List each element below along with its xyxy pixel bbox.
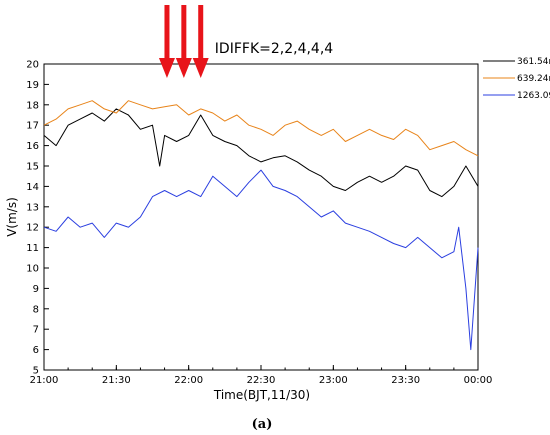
legend-label-3: 1263.09m: [517, 91, 550, 101]
y-tick-label: 17: [26, 121, 39, 132]
y-axis-label: V(m/s): [5, 197, 19, 237]
x-tick-label: 22:00: [174, 375, 203, 386]
y-tick-label: 9: [33, 284, 39, 295]
x-tick-label: 21:30: [102, 375, 131, 386]
chart-title: IDIFFK=2,2,4,4,4: [215, 41, 333, 57]
x-tick-label: 00:00: [464, 375, 493, 386]
y-tick-label: 15: [26, 162, 39, 173]
x-tick-label: 23:30: [391, 375, 420, 386]
plot-frame: [43, 63, 479, 371]
y-tick-label: 13: [26, 202, 39, 213]
y-tick-label: 6: [33, 345, 39, 356]
x-tick-label: 21:00: [30, 375, 59, 386]
series-line-2: [43, 100, 479, 157]
y-tick-label: 8: [33, 304, 39, 315]
arrow-head-3: [192, 58, 209, 78]
arrow-head-1: [158, 58, 175, 78]
legend-label-2: 639.24m: [517, 74, 550, 84]
x-axis-label: Time(BJT,11/30): [213, 388, 310, 402]
x-tick-label: 22:30: [247, 375, 276, 386]
arrow-shaft-1: [164, 5, 170, 63]
y-tick-label: 16: [26, 141, 39, 152]
legend: 361.54m 639.24m 1263.09m: [483, 57, 550, 101]
y-tick-label: 10: [26, 264, 39, 275]
series-line-3: [43, 169, 479, 351]
series-lines: [43, 100, 479, 351]
arrow-shaft-2: [181, 5, 187, 63]
y-tick-label: 11: [26, 243, 39, 254]
figure-caption: (a): [252, 417, 273, 432]
y-tick-label: 18: [26, 100, 39, 111]
series-line-1: [43, 108, 479, 198]
y-tick-label: 7: [33, 325, 39, 336]
y-tick-label: 5: [33, 366, 39, 377]
y-tick-label: 12: [26, 223, 39, 234]
legend-label-1: 361.54m: [517, 57, 550, 67]
x-tick-label: 23:00: [319, 375, 348, 386]
arrow-shaft-3: [198, 5, 204, 63]
arrows: [158, 5, 209, 78]
y-tick-label: 20: [26, 60, 39, 71]
arrow-head-2: [175, 58, 192, 78]
x-axis-ticks: 21:00 21:30 22:00 22:30 23:00 23:30 00:00: [30, 365, 493, 386]
y-axis-ticks: 5 6 7 8 9 10 11 12 13 14 15 16 17 18 19 20: [26, 60, 49, 377]
y-tick-label: 14: [26, 182, 39, 193]
y-tick-label: 19: [26, 80, 39, 91]
